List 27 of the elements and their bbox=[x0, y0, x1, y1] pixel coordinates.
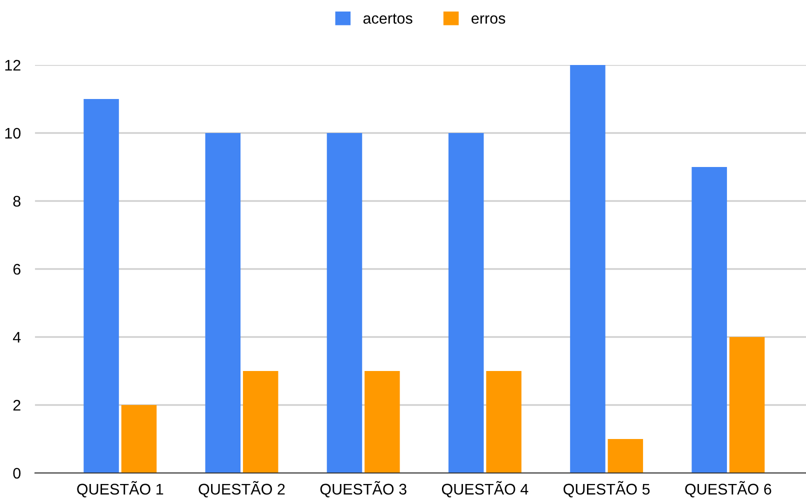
x-tick-label: QUESTÃO 1 bbox=[77, 481, 164, 498]
y-tick-label: 0 bbox=[13, 468, 21, 479]
legend-label: acertos bbox=[363, 14, 412, 24]
bar bbox=[486, 371, 522, 473]
bar bbox=[729, 337, 765, 473]
bar bbox=[121, 405, 157, 473]
bar bbox=[364, 371, 400, 473]
x-tick-label: QUESTÃO 5 bbox=[564, 481, 650, 498]
bar bbox=[570, 65, 606, 473]
y-tick-label: 6 bbox=[13, 264, 20, 275]
x-tick-label: QUESTÃO 2 bbox=[198, 481, 285, 498]
y-tick-label: 8 bbox=[13, 196, 20, 207]
bar bbox=[692, 167, 727, 473]
x-tick-label: QUESTÃO 6 bbox=[685, 481, 772, 498]
y-tick-label: 10 bbox=[5, 128, 21, 139]
bar bbox=[448, 133, 484, 473]
legend-label: erros bbox=[472, 15, 506, 24]
x-tick-label: QUESTÃO 3 bbox=[320, 481, 406, 498]
y-tick-label: 2 bbox=[13, 400, 20, 411]
bar bbox=[84, 99, 119, 473]
bar bbox=[205, 133, 241, 473]
y-tick-label: 12 bbox=[5, 60, 20, 71]
x-tick-label: QUESTÃO 4 bbox=[442, 481, 528, 498]
bar bbox=[608, 439, 644, 473]
y-tick-label: 4 bbox=[12, 332, 21, 343]
bar bbox=[242, 371, 278, 473]
bar bbox=[326, 133, 362, 473]
